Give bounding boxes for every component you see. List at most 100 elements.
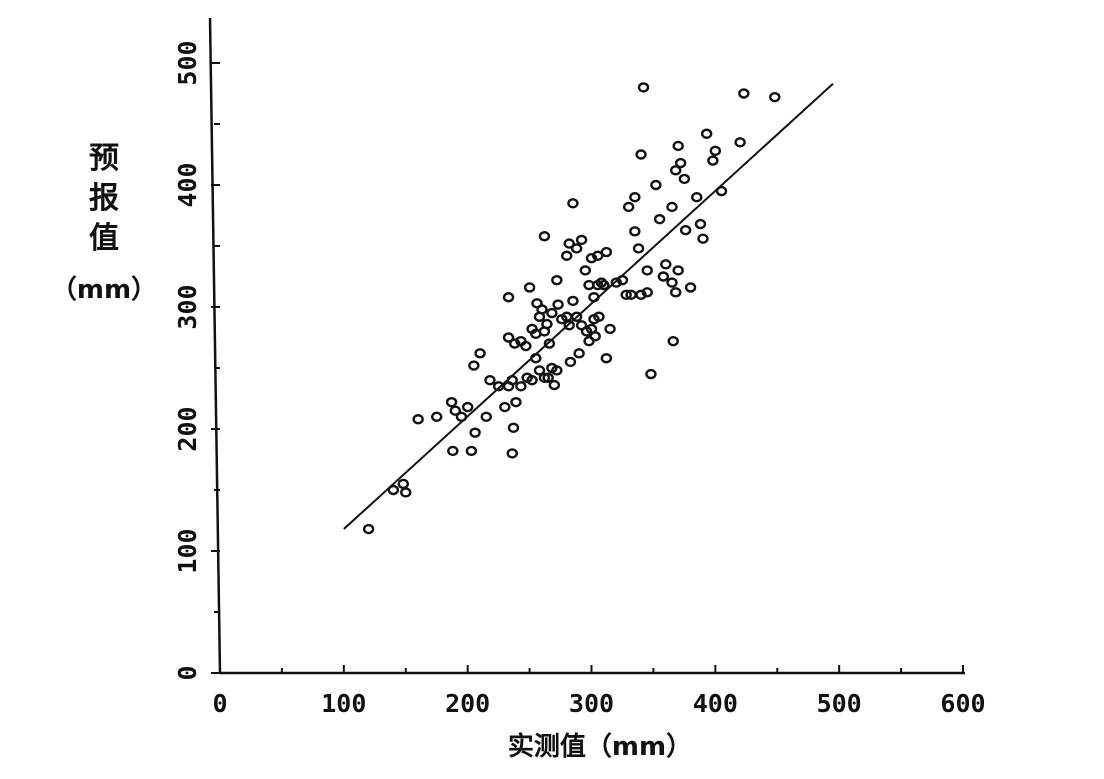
data-point	[536, 304, 548, 315]
data-points	[362, 82, 781, 535]
data-point	[769, 91, 781, 103]
data-point	[670, 165, 682, 176]
y-tick-label: 500	[173, 40, 202, 85]
data-point	[563, 320, 575, 331]
data-point	[523, 282, 536, 293]
data-point	[507, 422, 520, 433]
y-tick-label: 200	[173, 406, 202, 451]
x-tick-labels: 0 100 200 300 400 500 600	[212, 689, 985, 718]
data-point	[600, 246, 613, 258]
y-tick-label: 400	[173, 162, 202, 207]
data-point	[591, 250, 604, 261]
x-tick-label: 200	[445, 689, 490, 718]
data-point	[579, 265, 592, 276]
data-point	[691, 191, 703, 203]
data-point	[575, 234, 588, 246]
data-point	[538, 231, 551, 242]
data-point	[600, 353, 613, 364]
data-point	[461, 401, 474, 413]
data-point	[551, 274, 563, 286]
data-point	[362, 523, 375, 535]
data-point	[635, 149, 647, 160]
data-point	[667, 335, 679, 347]
x-tick-label: 500	[817, 689, 862, 718]
y-axis-title-char-2: 报	[89, 181, 119, 216]
data-point	[474, 348, 486, 359]
data-point	[510, 396, 522, 408]
data-point	[641, 265, 653, 276]
y-tick-labels: 0 100 200 300 400 500	[173, 40, 202, 680]
y-tick-label: 0	[173, 665, 202, 680]
x-tick-label: 100	[321, 689, 366, 718]
y-tick-label: 300	[173, 284, 202, 329]
data-point	[509, 338, 521, 349]
regression-line	[343, 83, 834, 530]
x-tick-label: 600	[940, 689, 985, 718]
data-point	[447, 445, 459, 457]
data-point	[666, 201, 678, 213]
data-point	[573, 348, 585, 359]
y-ticks	[211, 62, 220, 674]
data-point	[632, 243, 645, 254]
data-point	[610, 277, 622, 288]
data-point	[707, 155, 719, 166]
data-point	[570, 243, 583, 254]
data-point	[629, 226, 641, 237]
data-point	[620, 289, 632, 300]
data-point	[551, 365, 563, 376]
data-point	[480, 411, 492, 422]
data-point	[563, 238, 575, 249]
data-point	[506, 448, 518, 459]
data-point	[502, 332, 515, 343]
data-point	[552, 299, 564, 310]
data-point	[484, 375, 496, 386]
data-point	[469, 427, 481, 438]
data-point	[412, 414, 424, 425]
data-point	[672, 265, 684, 276]
y-tick-label: 100	[173, 528, 202, 573]
data-point	[468, 360, 480, 371]
data-point	[567, 295, 579, 307]
data-point	[564, 356, 577, 368]
data-point	[616, 274, 629, 286]
data-point	[499, 401, 511, 413]
data-point	[635, 289, 647, 300]
data-point	[561, 250, 573, 261]
x-axis-title: 实测值（mm）	[508, 731, 692, 762]
data-point	[657, 271, 670, 282]
data-point	[697, 233, 709, 244]
data-point	[653, 213, 666, 225]
y-axis-line	[208, 17, 222, 674]
data-point	[506, 375, 518, 386]
data-point	[604, 323, 616, 335]
data-point	[629, 191, 641, 203]
data-point	[546, 307, 558, 319]
data-point	[641, 287, 653, 298]
data-point	[593, 311, 605, 322]
data-point	[738, 88, 750, 99]
data-point	[585, 253, 598, 264]
data-point	[400, 487, 412, 498]
data-point	[455, 411, 468, 422]
data-point	[567, 198, 579, 209]
data-point	[520, 340, 532, 352]
data-point	[666, 277, 678, 288]
data-point	[637, 82, 650, 93]
data-point	[533, 365, 546, 376]
x-tick-label: 300	[569, 689, 614, 718]
data-point	[515, 381, 527, 392]
x-ticks	[219, 665, 964, 673]
y-axis-title-char-3: 值	[89, 221, 119, 256]
data-point	[445, 396, 458, 408]
data-point	[502, 292, 515, 303]
x-tick-label: 0	[212, 689, 227, 718]
x-tick-label: 400	[693, 689, 738, 718]
data-point	[570, 311, 583, 322]
data-point	[715, 185, 728, 197]
y-axis-title-unit: （mm）	[51, 275, 157, 305]
data-point	[397, 478, 409, 490]
data-point	[674, 157, 687, 169]
data-point	[387, 484, 400, 496]
data-point	[734, 137, 746, 148]
